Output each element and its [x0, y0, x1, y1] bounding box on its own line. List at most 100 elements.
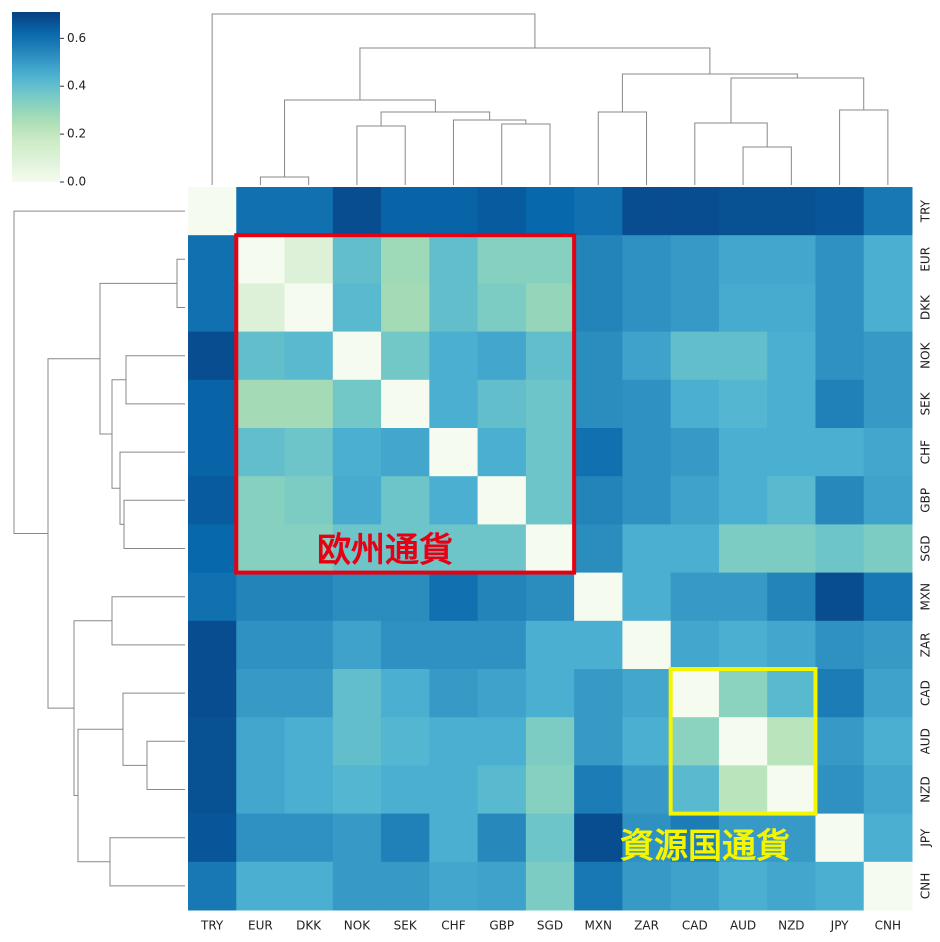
heatmap-cell	[188, 379, 237, 429]
colorbar-tick-label: 0.4	[67, 79, 86, 93]
heatmap-cell	[332, 524, 382, 574]
x-tick-label: AUD	[730, 919, 756, 933]
heatmap-cell	[815, 765, 865, 815]
heatmap-cell	[863, 861, 913, 911]
heatmap-cell	[525, 669, 575, 718]
heatmap-cell	[477, 476, 527, 525]
heatmap-cell	[767, 331, 816, 381]
heatmap-cell	[381, 572, 430, 622]
heatmap-cell	[863, 283, 913, 333]
dendrogram-link	[146, 740, 185, 790]
heatmap-cell	[670, 717, 720, 766]
dendrogram-link	[176, 258, 185, 308]
dendrogram-link	[742, 146, 792, 185]
heatmap-cell	[863, 524, 913, 574]
heatmap-cell	[284, 379, 334, 429]
heatmap-cell	[332, 428, 382, 477]
heatmap-cell	[381, 187, 430, 236]
heatmap-cell	[767, 379, 816, 429]
y-tick-label: ZAR	[919, 633, 933, 658]
heatmap-cell	[670, 235, 720, 284]
heatmap-cell	[188, 524, 237, 574]
dendrogram-link	[621, 73, 798, 112]
heatmap-cell	[284, 331, 334, 381]
x-tick-label: SEK	[394, 919, 418, 933]
heatmap-cell	[622, 572, 672, 622]
x-tick-label: ZAR	[634, 919, 659, 933]
heatmap-cell	[525, 813, 575, 863]
heatmap-cell	[477, 861, 527, 911]
heatmap-cell	[863, 620, 913, 670]
heatmap-cell	[332, 572, 382, 622]
dendrogram-link	[839, 109, 889, 185]
heatmap-cell	[574, 524, 623, 574]
heatmap-cell	[767, 235, 816, 284]
heatmap-cell	[284, 765, 334, 815]
dendrogram-link	[501, 123, 551, 185]
heatmap-cell	[863, 669, 913, 718]
heatmap-cell	[236, 187, 286, 236]
x-tick-label: CAD	[682, 919, 708, 933]
heatmap-cell	[477, 379, 527, 429]
heatmap-cell	[622, 187, 672, 236]
heatmap-cell	[863, 813, 913, 863]
heatmap-cell	[622, 861, 672, 911]
heatmap-cell	[284, 524, 334, 574]
heatmap-cell	[236, 765, 286, 815]
heatmap-cell	[188, 813, 237, 863]
heatmap-cell	[622, 717, 672, 766]
heatmap-cell	[718, 524, 768, 574]
heatmap-cell	[284, 283, 334, 333]
heatmap-cell	[525, 283, 575, 333]
heatmap-cell	[381, 283, 430, 333]
x-tick-label: GBP	[489, 919, 514, 933]
heatmap-cell	[574, 187, 623, 236]
heatmap-cell	[718, 476, 768, 525]
heatmap-cell	[381, 620, 430, 670]
heatmap-cell	[815, 620, 865, 670]
heatmap-cell	[718, 861, 768, 911]
heatmap-cell	[477, 717, 527, 766]
heatmap-cell	[477, 331, 527, 381]
annotation: 資源国通貨	[620, 827, 790, 867]
y-tick-label: CAD	[919, 680, 933, 706]
heatmap-cell	[429, 813, 479, 863]
heatmap-cell	[429, 669, 479, 718]
heatmap-cell	[767, 861, 816, 911]
heatmap-cell	[284, 428, 334, 477]
heatmap-cell	[188, 669, 237, 718]
dendrogram-link	[73, 620, 112, 797]
heatmap-cell	[477, 765, 527, 815]
dendrogram-link	[694, 122, 768, 185]
dendrogram-link	[122, 692, 185, 766]
heatmap-cell	[332, 187, 382, 236]
heatmap-cell	[188, 187, 237, 236]
heatmap-cell	[574, 813, 623, 863]
heatmap-cell	[863, 235, 913, 284]
heatmap-cell	[332, 235, 382, 284]
heatmap-cell	[429, 620, 479, 670]
heatmap-cell	[622, 331, 672, 381]
heatmap-cell	[574, 717, 623, 766]
heatmap-cell	[381, 861, 430, 911]
heatmap-cell	[718, 187, 768, 236]
y-tick-label: MXN	[919, 583, 933, 611]
heatmap-cell	[670, 765, 720, 815]
dendrogram-link	[125, 355, 185, 405]
heatmap-cell	[332, 476, 382, 525]
heatmap-cell	[863, 717, 913, 766]
heatmap-cell	[236, 717, 286, 766]
heatmap-cell	[718, 620, 768, 670]
heatmap-cell	[429, 765, 479, 815]
heatmap-cell	[284, 813, 334, 863]
heatmap-cell	[477, 572, 527, 622]
dendrogram-link	[111, 379, 126, 489]
heatmap-cell	[188, 620, 237, 670]
heatmap-cell	[381, 524, 430, 574]
heatmap-cell	[718, 572, 768, 622]
heatmap-cell	[429, 187, 479, 236]
heatmap-cell	[284, 476, 334, 525]
heatmap-cell	[815, 331, 865, 381]
heatmap-cell	[188, 235, 237, 284]
heatmap-cell	[236, 379, 286, 429]
